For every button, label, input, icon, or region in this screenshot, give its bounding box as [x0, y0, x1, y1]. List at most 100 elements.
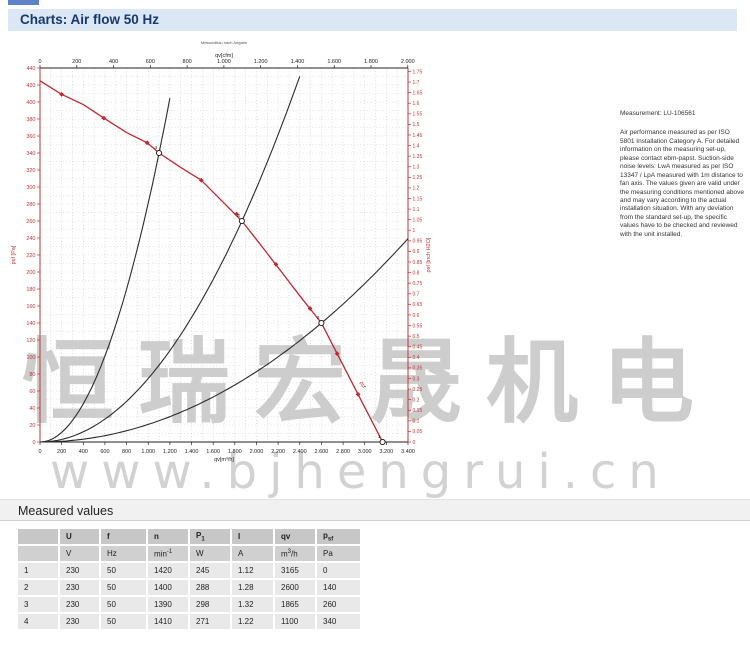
table-cell: 230: [60, 580, 99, 595]
left-tick-label: 380: [26, 117, 35, 123]
left-tick-label: 20: [29, 423, 35, 429]
right-tick-label: 1.3: [413, 165, 420, 171]
bottom-tick-label: 3.400: [401, 449, 415, 455]
table-cell: P1: [190, 529, 230, 544]
left-tick-label: 260: [26, 219, 35, 225]
right-tick-label: 1: [413, 228, 416, 234]
bottom-tick-label: 2.000: [250, 449, 264, 455]
table-row: 2 230 50 1400 288 1.28 2600 140: [18, 580, 360, 595]
table-cell: 230: [60, 563, 99, 578]
table-cell: 3165: [275, 563, 315, 578]
left-tick-label: 240: [26, 236, 35, 242]
top-axis-title: qv[cfm]: [215, 53, 233, 59]
right-tick-label: 1.2: [413, 186, 420, 192]
right-tick-label: 0.7: [413, 292, 420, 298]
bottom-tick-label: 2.400: [293, 449, 307, 455]
table-cell: 1410: [148, 614, 188, 629]
table-cell: 271: [190, 614, 230, 629]
right-tick-label: 1.15: [413, 196, 423, 202]
right-tick-label: 0.25: [413, 387, 423, 393]
table-row: 4 230 50 1410 271 1.22 1100 340: [18, 614, 360, 629]
table-cell: A: [232, 546, 273, 561]
bottom-tick-label: 1.600: [206, 449, 220, 455]
right-tick-label: 0: [413, 440, 416, 446]
table-cell: 1400: [148, 580, 188, 595]
bottom-tick-label: 3.000: [358, 449, 372, 455]
left-tick-label: 40: [29, 406, 35, 412]
table-cell: 245: [190, 563, 230, 578]
measured-values-table-body: 1 230 50 1420 245 1.12 3165 0 2 230 50 1400 288 1.28 2…: [18, 563, 360, 629]
measurement-note-body: Air performance measured as per ISO 5801…: [620, 129, 744, 238]
measured-point: [318, 319, 325, 327]
left-tick-label: 400: [26, 100, 35, 106]
right-tick-label: 0.55: [413, 323, 423, 329]
left-axis-title: psf [Pa]: [11, 245, 17, 264]
left-tick-label: 80: [29, 372, 35, 378]
table-cell: 1: [18, 563, 58, 578]
top-tick-label: 2.000: [401, 59, 415, 65]
measured-point-label: 2: [317, 315, 320, 321]
table-cell: 1.32: [232, 597, 273, 612]
measured-point: [238, 217, 245, 225]
system-curve-2: [40, 238, 409, 443]
right-tick-label: 0.9: [413, 249, 420, 255]
bottom-tick-label: 1.200: [163, 449, 177, 455]
page-title: Charts: Air flow 50 Hz: [8, 9, 737, 31]
bottom-tick-label: 2.200: [271, 449, 285, 455]
table-cell: min-1: [148, 546, 188, 561]
bottom-tick-label: 400: [79, 449, 88, 455]
curve-marker: [273, 261, 279, 267]
right-tick-label: 0.45: [413, 345, 423, 351]
right-tick-label: 1.75: [413, 69, 423, 75]
right-tick-label: 0.5: [413, 334, 420, 340]
right-tick-label: 0.8: [413, 270, 420, 276]
bottom-tick-label: 3.200: [379, 449, 393, 455]
right-tick-label: 1.05: [413, 217, 423, 223]
right-tick-label: 0.3: [413, 376, 420, 382]
right-tick-label: 0.4: [413, 355, 420, 361]
top-tick-label: 1.800: [364, 59, 378, 65]
right-tick-label: 0.65: [413, 302, 423, 308]
table-cell: 50: [101, 580, 146, 595]
bottom-tick-label: 2.600: [315, 449, 329, 455]
measured-point-label: 1: [378, 434, 381, 440]
right-tick-label: 0.75: [413, 281, 423, 287]
curve-end-label: psf: [358, 381, 367, 390]
top-tick-label: 1.600: [327, 59, 341, 65]
left-tick-label: 300: [26, 185, 35, 191]
right-tick-label: 0.85: [413, 260, 423, 266]
table-cell: [18, 529, 58, 544]
table-cell: 230: [60, 614, 99, 629]
curve-marker: [334, 351, 340, 357]
table-cell: 2600: [275, 580, 315, 595]
airflow-chart: 0 200 400 600 800 1.000 1.200 1.400 1.600 1.800 2.…: [11, 40, 432, 463]
table-cell: Hz: [101, 546, 146, 561]
left-tick-label: 140: [26, 321, 35, 327]
right-tick-label: 0.95: [413, 239, 423, 245]
table-cell: Pa: [317, 546, 360, 561]
right-tick-label: 1.35: [413, 154, 423, 160]
top-tick-label: 1.000: [217, 59, 231, 65]
measured-point: [156, 149, 163, 157]
table-cell: [18, 546, 58, 561]
bottom-tick-label: 1.400: [185, 449, 199, 455]
left-tick-label: 420: [26, 83, 35, 89]
system-curve-3: [39, 76, 301, 443]
top-tick-label: 400: [109, 59, 118, 65]
right-tick-label: 0.6: [413, 313, 420, 319]
page-top-blue-fragment: [8, 0, 39, 5]
left-tick-label: 280: [26, 202, 35, 208]
table-cell: 50: [101, 597, 146, 612]
table-row: 3 230 50 1390 298 1.32 1865 260: [18, 597, 360, 612]
top-tick-label: 200: [72, 59, 81, 65]
table-cell: 4: [18, 614, 58, 629]
right-tick-label: 0.2: [413, 397, 420, 403]
right-tick-label: 1.4: [413, 143, 420, 149]
right-tick-label: 1.45: [413, 133, 423, 139]
left-tick-label: 200: [26, 270, 35, 276]
table-cell: 1420: [148, 563, 188, 578]
top-tick-label: 1.400: [291, 59, 305, 65]
